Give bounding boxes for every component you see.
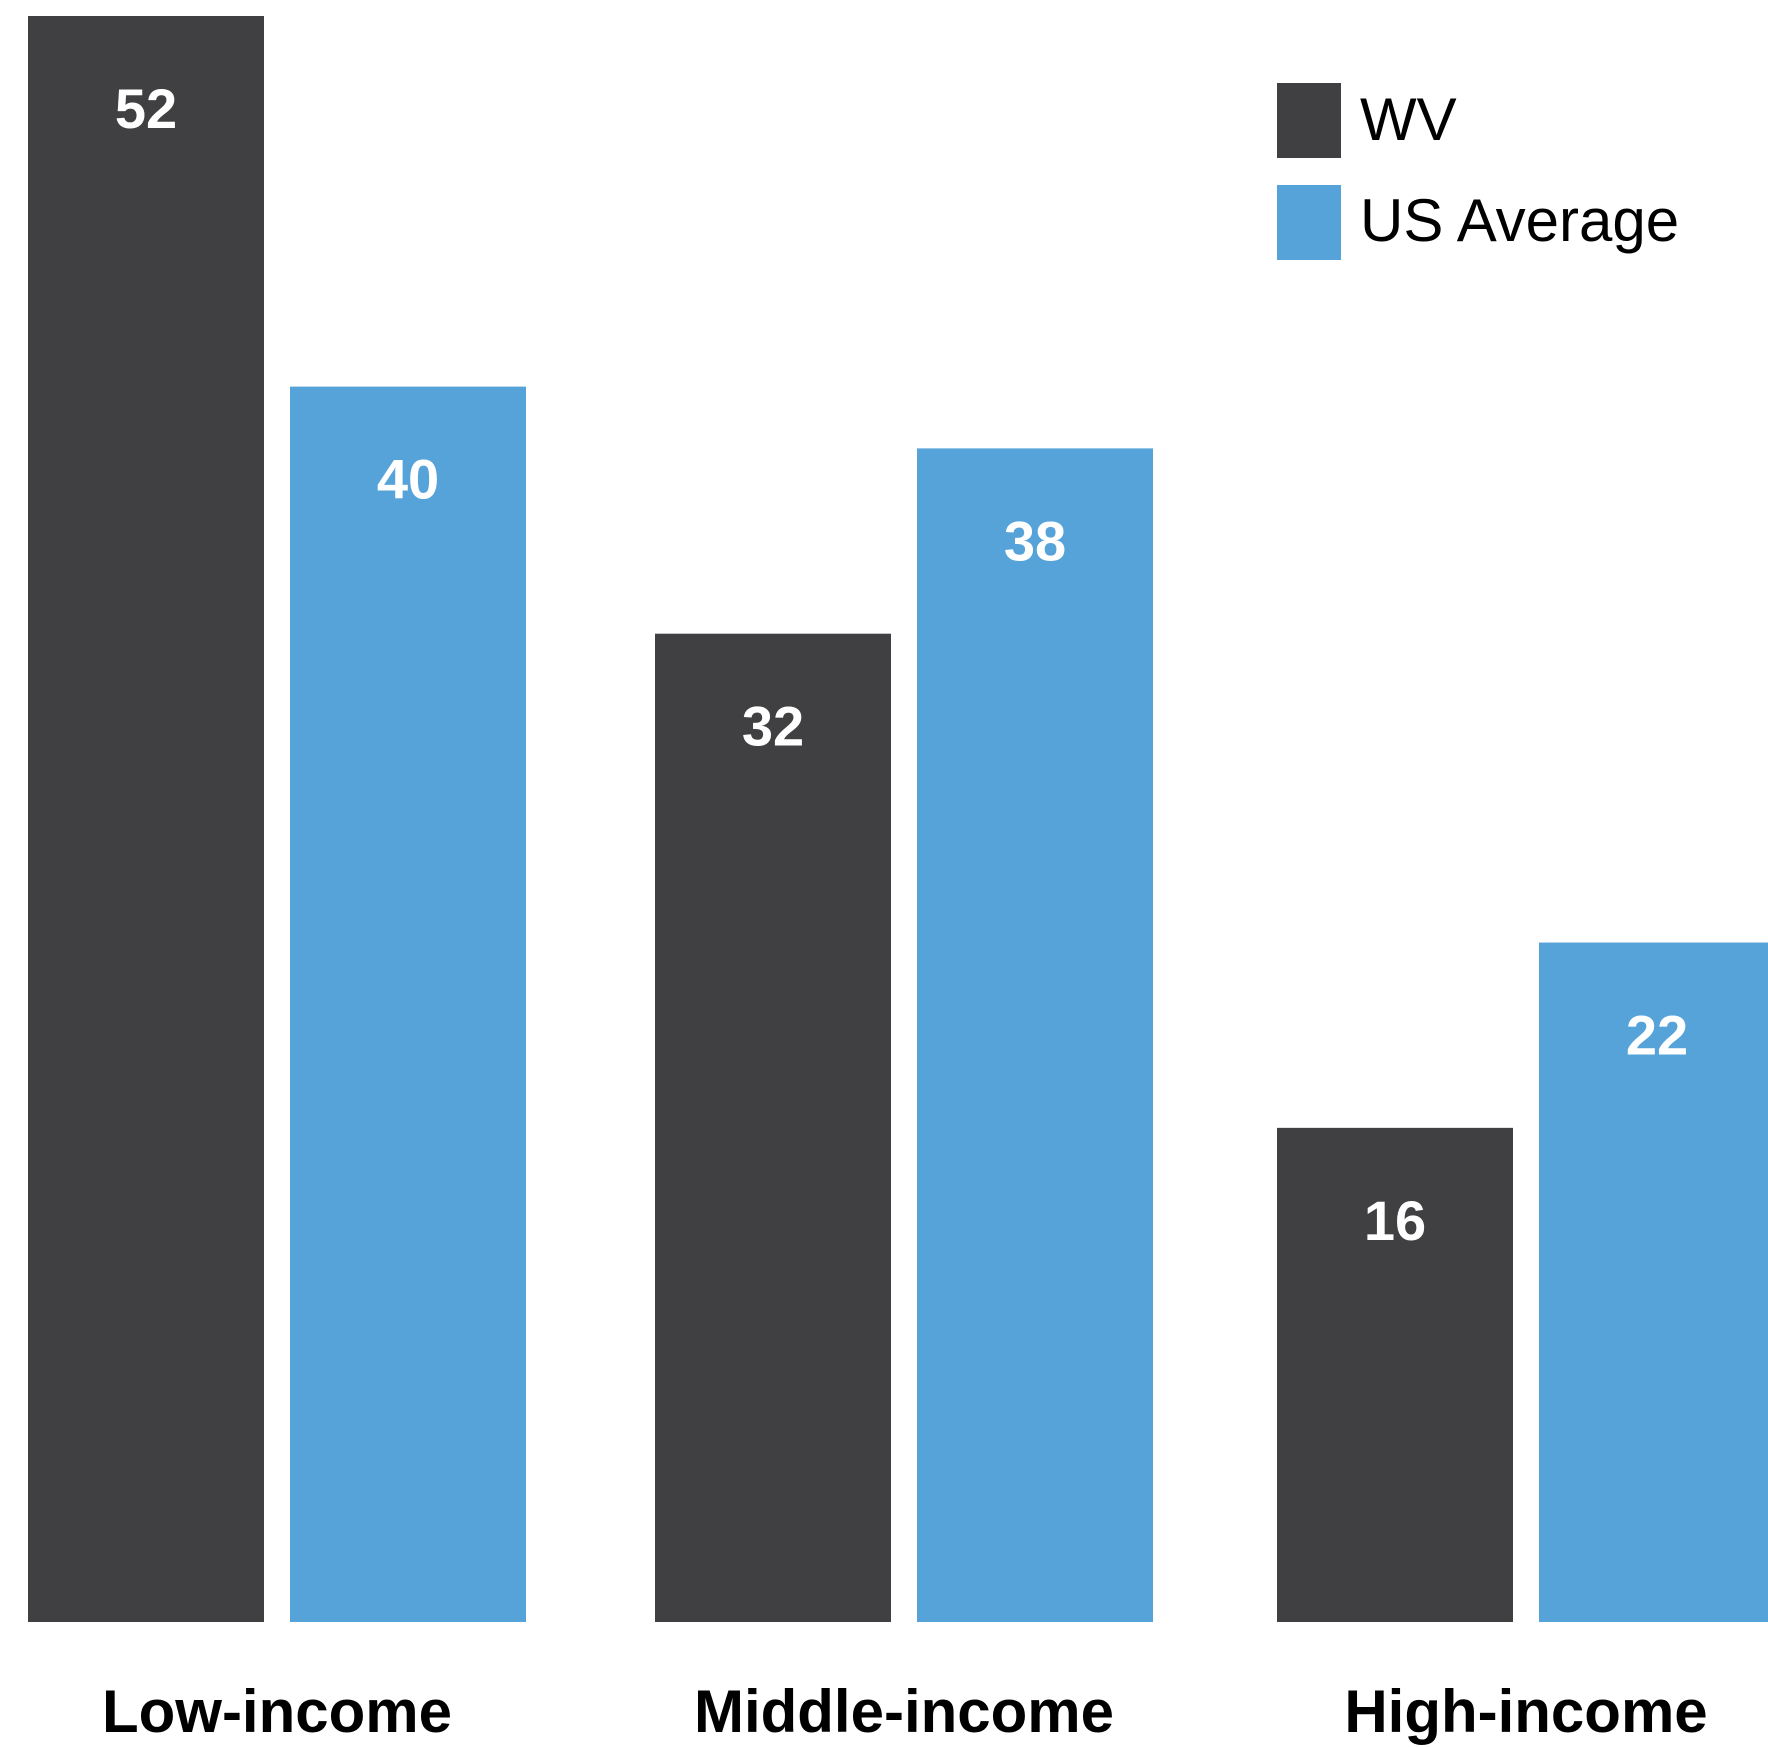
category-label-low-income: Low-income (102, 1678, 452, 1745)
legend-swatch-us-average (1277, 185, 1341, 260)
bar-low-income-us-average (290, 386, 526, 1623)
bar-labels-group: 52 40 32 38 16 22 (115, 77, 1688, 1252)
legend-label-wv: WV (1360, 86, 1457, 153)
bar-low-income-wv (28, 16, 264, 1622)
data-label-low-income-us-average: 40 (377, 448, 439, 511)
bar-high-income-us-average (1539, 942, 1768, 1622)
data-label-high-income-wv: 16 (1364, 1189, 1426, 1252)
bar-high-income-wv (1277, 1127, 1513, 1622)
legend-swatch-wv (1277, 83, 1341, 158)
category-label-middle-income: Middle-income (694, 1678, 1114, 1745)
data-label-high-income-us-average: 22 (1626, 1004, 1688, 1067)
legend: WV US Average (1277, 83, 1679, 260)
bars-group (28, 16, 1768, 1623)
category-labels-group: Low-income Middle-income High-income (102, 1678, 1708, 1745)
category-label-high-income: High-income (1344, 1678, 1707, 1745)
data-label-low-income-wv: 52 (115, 77, 177, 140)
data-label-middle-income-us-average: 38 (1004, 509, 1066, 572)
legend-label-us-average: US Average (1360, 187, 1679, 254)
bar-middle-income-us-average (917, 448, 1153, 1622)
data-label-middle-income-wv: 32 (742, 695, 804, 758)
bar-middle-income-wv (655, 633, 891, 1622)
